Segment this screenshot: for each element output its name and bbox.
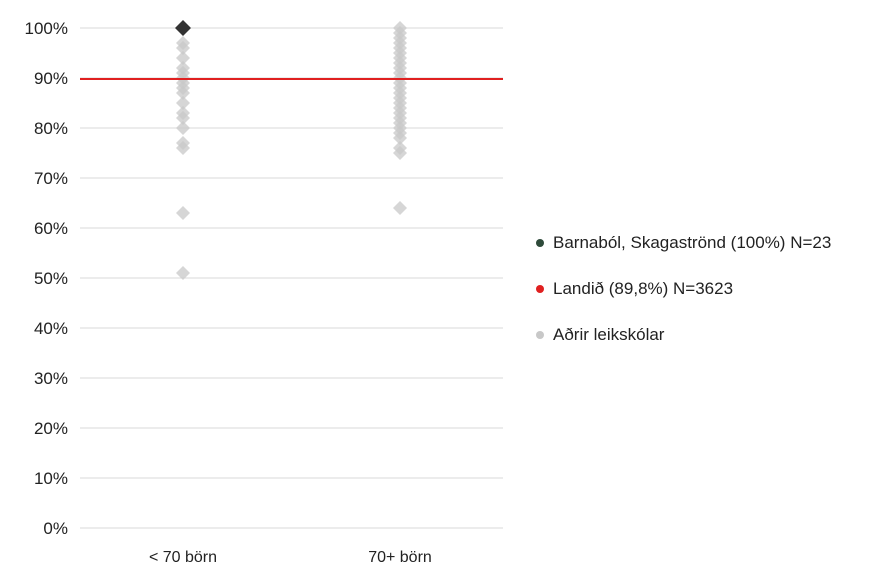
legend-label-national: Landið (89,8%) N=3623 [553,279,734,298]
data-point [393,131,407,145]
data-point [176,266,190,280]
data-point [393,201,407,215]
legend: Barnaból, Skagaströnd (100%) N=23 Landið… [536,230,831,368]
y-tick-label: 0% [43,519,68,538]
data-point [176,206,190,220]
y-tick-label: 70% [34,169,68,188]
legend-marker-national [536,285,544,293]
data-point [176,141,190,155]
data-point [176,86,190,100]
legend-item-others: Aðrir leikskólar [536,322,831,348]
y-tick-label: 10% [34,469,68,488]
legend-item-highlight: Barnaból, Skagaströnd (100%) N=23 [536,230,831,256]
data-point [393,146,407,160]
x-tick-label: 70+ börn [368,549,432,566]
y-tick-label: 100% [25,19,68,38]
y-tick-label: 30% [34,369,68,388]
legend-label-highlight: Barnaból, Skagaströnd (100%) N=23 [553,233,832,252]
data-point [176,121,190,135]
y-tick-label: 50% [34,269,68,288]
legend-item-national: Landið (89,8%) N=3623 [536,276,831,302]
legend-marker-others [536,331,544,339]
y-tick-label: 40% [34,319,68,338]
highlight-point [175,20,191,36]
y-tick-label: 60% [34,219,68,238]
x-tick-label: < 70 börn [149,549,217,566]
legend-label-others: Aðrir leikskólar [553,325,665,344]
data-point [176,96,190,110]
legend-marker-highlight [536,239,544,247]
y-tick-label: 20% [34,419,68,438]
data-point [176,51,190,65]
data-point [176,41,190,55]
y-tick-label: 80% [34,119,68,138]
y-tick-label: 90% [34,69,68,88]
data-point [176,111,190,125]
